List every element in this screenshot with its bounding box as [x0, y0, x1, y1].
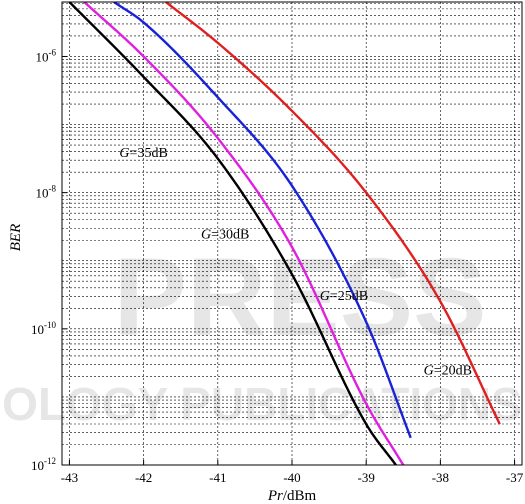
annotation-label: G=25dB	[320, 289, 368, 304]
y-tick-label: 10-6	[36, 47, 57, 64]
x-tick-label: -43	[61, 470, 78, 485]
x-tick-label: -42	[135, 470, 152, 485]
annotation-label: G=35dB	[119, 146, 167, 161]
x-axis-label: Pr/dBm	[267, 488, 317, 504]
annotation-label: G=20dB	[424, 364, 472, 379]
series-line-2	[113, 2, 412, 439]
y-tick-label: 10-12	[31, 456, 56, 473]
series-line-4	[68, 2, 397, 465]
y-tick-label: 10-10	[31, 320, 56, 337]
x-tick-label: -41	[209, 470, 226, 485]
x-tick-label: -37	[506, 470, 524, 485]
annotation-label: G=30dB	[201, 228, 249, 243]
x-tick-label: -39	[358, 470, 375, 485]
watermark-text-1: PRESS	[114, 236, 487, 359]
series-layer	[68, 2, 501, 465]
x-tick-label: -40	[283, 470, 300, 485]
x-tick-label: -38	[432, 470, 449, 485]
watermark-text-2: OLOGY PUBLICATIONS	[2, 378, 522, 430]
tick-layer: -43 -42 -41 -40 -39 -38 -37 10-6 10-8 10-10 10-12	[31, 47, 524, 485]
series-line-3	[83, 2, 405, 465]
series-line-1	[165, 2, 501, 425]
watermark: PRESS OLOGY PUBLICATIONS	[2, 236, 522, 430]
y-tick-label: 10-8	[36, 184, 57, 201]
y-axis-label: BER	[8, 224, 24, 252]
annotation-layer: G=35dB G=30dB G=25dB G=20dB	[119, 146, 472, 379]
